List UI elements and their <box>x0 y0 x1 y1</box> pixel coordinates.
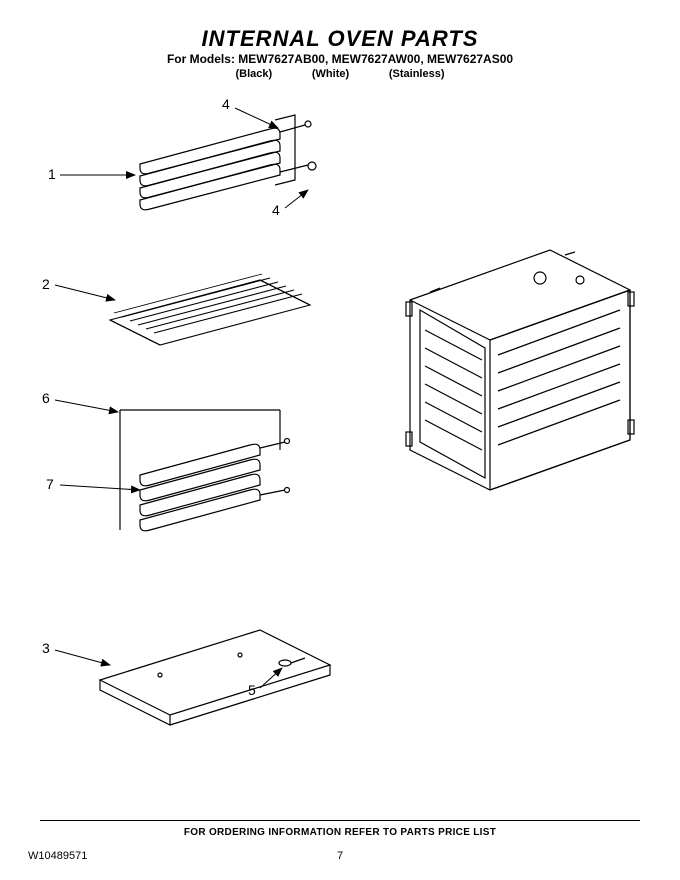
models-prefix: For Models: <box>167 52 238 66</box>
leader-lines <box>0 90 680 810</box>
callout-2: 2 <box>42 276 50 292</box>
callout-7: 7 <box>46 476 54 492</box>
color-labels: (Black) (White) (Stainless) <box>0 68 680 80</box>
diagram-area: 1 4 4 2 6 7 3 5 <box>0 90 680 810</box>
footer-text: FOR ORDERING INFORMATION REFER TO PARTS … <box>0 827 680 838</box>
callout-3: 3 <box>42 640 50 656</box>
callout-6: 6 <box>42 390 50 406</box>
footer-rule <box>40 820 640 821</box>
page-title: INTERNAL OVEN PARTS <box>0 26 680 52</box>
models-line: For Models: MEW7627AB00, MEW7627AW00, ME… <box>0 52 680 66</box>
callout-4-top: 4 <box>222 96 230 112</box>
page-number: 7 <box>0 850 680 862</box>
models-list: MEW7627AB00, MEW7627AW00, MEW7627AS00 <box>238 52 513 66</box>
callout-5: 5 <box>248 682 256 698</box>
callout-4-bottom: 4 <box>272 202 280 218</box>
callout-1: 1 <box>48 166 56 182</box>
page: INTERNAL OVEN PARTS For Models: MEW7627A… <box>0 0 680 880</box>
